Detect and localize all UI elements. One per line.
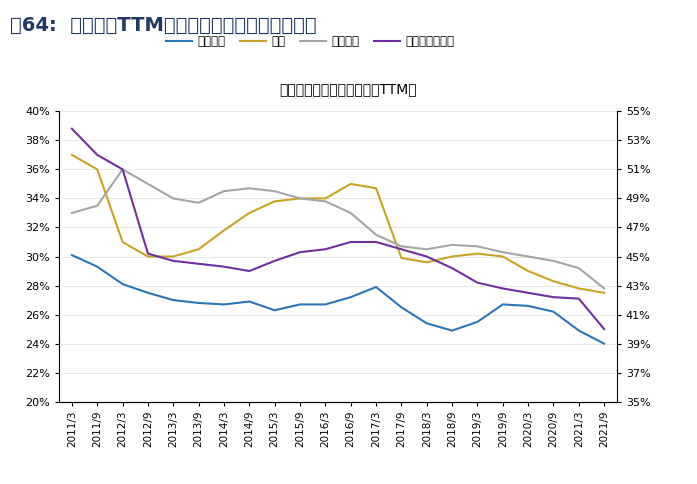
通信 — [220, 227, 228, 233]
计算机（右轴） — [93, 152, 102, 158]
通信 — [448, 254, 457, 259]
公用事业 — [498, 249, 507, 255]
通信 — [169, 254, 178, 259]
计算机（右轴） — [549, 294, 558, 300]
计算机（右轴） — [346, 239, 355, 245]
电气设备 — [397, 304, 406, 310]
Line: 公用事业: 公用事业 — [72, 169, 604, 288]
电气设备 — [270, 307, 279, 313]
通信 — [321, 196, 330, 201]
公用事业 — [600, 286, 608, 291]
Line: 电气设备: 电气设备 — [72, 255, 604, 344]
公用事业 — [346, 210, 355, 216]
通信 — [270, 198, 279, 204]
计算机（右轴） — [321, 246, 330, 252]
电气设备 — [549, 309, 558, 315]
计算机（右轴） — [220, 264, 228, 270]
计算机（右轴） — [245, 268, 254, 274]
公用事业 — [296, 196, 304, 201]
计算机（右轴） — [397, 246, 406, 252]
电气设备 — [346, 294, 355, 300]
公用事业 — [169, 196, 178, 201]
电气设备 — [498, 302, 507, 307]
公用事业 — [524, 254, 533, 259]
公用事业 — [397, 243, 406, 249]
计算机（右轴） — [169, 258, 178, 264]
通信 — [372, 185, 381, 191]
计算机（右轴） — [118, 166, 127, 172]
Text: 图64:  毛利率（TTM）历史底部的创业板细分行业: 图64: 毛利率（TTM）历史底部的创业板细分行业 — [10, 15, 317, 35]
通信 — [600, 290, 608, 296]
计算机（右轴） — [296, 249, 304, 255]
公用事业 — [93, 203, 102, 209]
电气设备 — [473, 319, 482, 325]
电气设备 — [144, 290, 152, 296]
电气设备 — [422, 320, 431, 326]
计算机（右轴） — [144, 251, 152, 257]
通信 — [194, 246, 203, 252]
公用事业 — [270, 188, 279, 194]
公用事业 — [372, 232, 381, 238]
公用事业 — [422, 246, 431, 252]
电气设备 — [169, 297, 178, 303]
通信 — [68, 152, 76, 158]
电气设备 — [448, 328, 457, 333]
计算机（右轴） — [270, 258, 279, 264]
通信 — [524, 268, 533, 274]
计算机（右轴） — [600, 326, 608, 332]
通信 — [397, 255, 406, 261]
电气设备 — [372, 284, 381, 290]
电气设备 — [574, 328, 583, 333]
公用事业 — [220, 188, 228, 194]
公用事业 — [68, 210, 76, 216]
计算机（右轴） — [574, 296, 583, 302]
通信 — [422, 259, 431, 265]
计算机（右轴） — [422, 254, 431, 259]
公用事业 — [245, 185, 254, 191]
公用事业 — [194, 200, 203, 206]
计算机（右轴） — [498, 286, 507, 291]
Text: 创业板细分行业：毛利率（TTM）: 创业板细分行业：毛利率（TTM） — [279, 82, 418, 96]
通信 — [245, 210, 254, 216]
电气设备 — [321, 302, 330, 307]
Legend: 电气设备, 通信, 公用事业, 计算机（右轴）: 电气设备, 通信, 公用事业, 计算机（右轴） — [161, 30, 459, 53]
公用事业 — [473, 243, 482, 249]
电气设备 — [524, 303, 533, 309]
计算机（右轴） — [372, 239, 381, 245]
电气设备 — [296, 302, 304, 307]
通信 — [93, 166, 102, 172]
通信 — [549, 278, 558, 284]
电气设备 — [600, 341, 608, 347]
电气设备 — [93, 264, 102, 270]
Line: 通信: 通信 — [72, 155, 604, 293]
电气设备 — [194, 300, 203, 306]
计算机（右轴） — [68, 126, 76, 132]
电气设备 — [68, 252, 76, 258]
计算机（右轴） — [473, 280, 482, 286]
电气设备 — [220, 302, 228, 307]
通信 — [574, 286, 583, 291]
公用事业 — [574, 265, 583, 271]
公用事业 — [448, 242, 457, 248]
通信 — [296, 196, 304, 201]
通信 — [118, 239, 127, 245]
计算机（右轴） — [524, 290, 533, 296]
公用事业 — [549, 258, 558, 264]
电气设备 — [245, 299, 254, 304]
计算机（右轴） — [448, 265, 457, 271]
通信 — [144, 254, 152, 259]
Line: 计算机（右轴）: 计算机（右轴） — [72, 129, 604, 329]
通信 — [473, 251, 482, 257]
公用事业 — [321, 198, 330, 204]
通信 — [498, 254, 507, 259]
通信 — [346, 181, 355, 187]
公用事业 — [118, 166, 127, 172]
计算机（右轴） — [194, 261, 203, 267]
公用事业 — [144, 181, 152, 187]
电气设备 — [118, 281, 127, 287]
